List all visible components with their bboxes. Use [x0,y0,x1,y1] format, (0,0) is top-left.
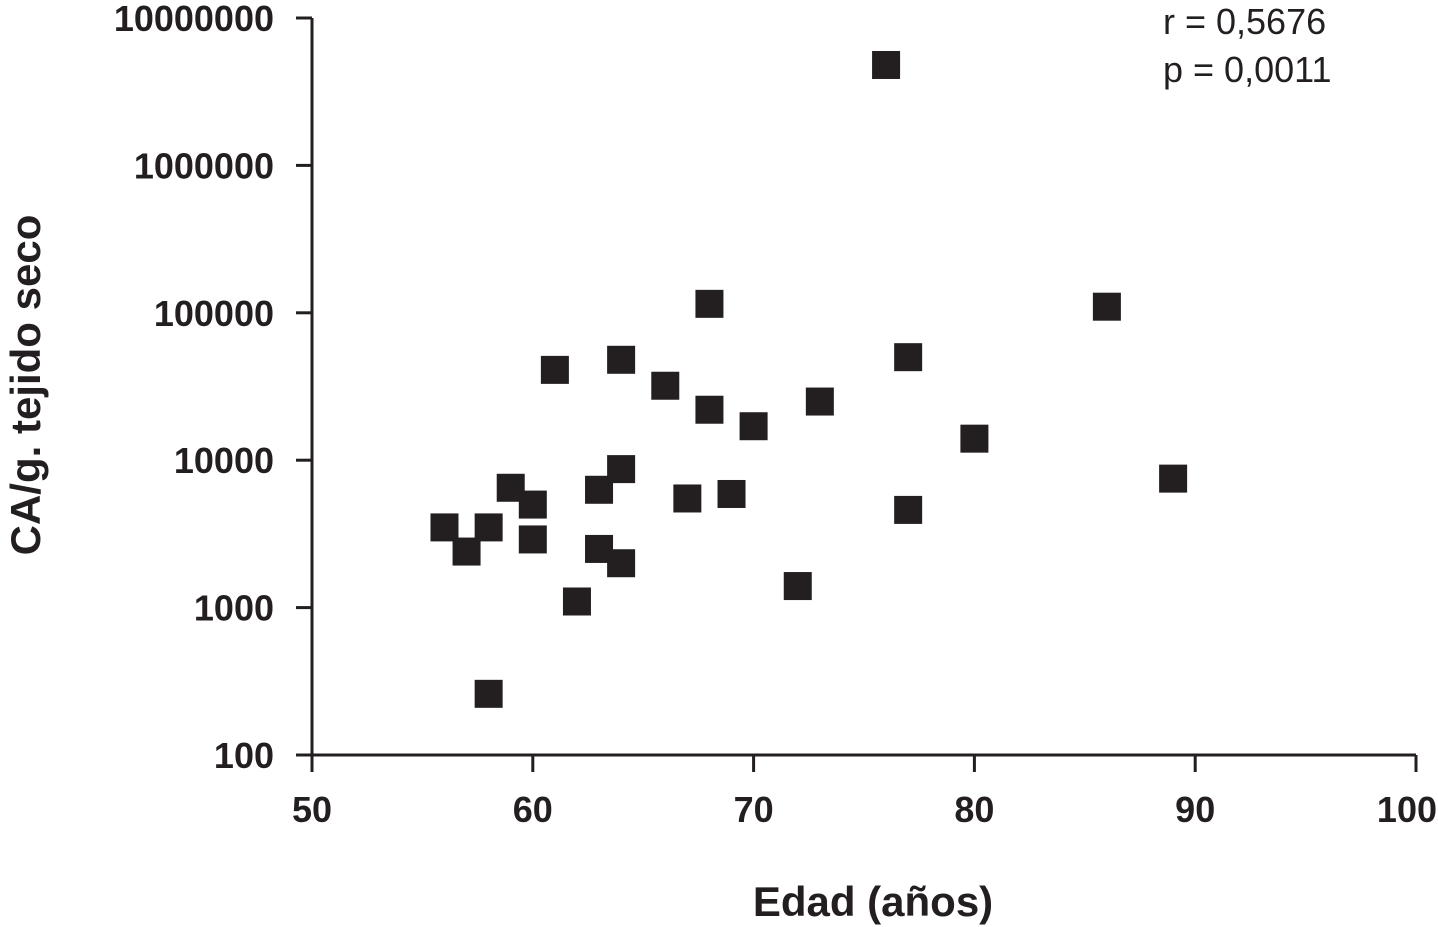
y-tick-label: 1000000 [134,145,274,186]
x-tick-label: 50 [292,789,332,830]
x-axis-title: Edad (años) [753,878,993,925]
data-point [607,455,636,484]
data-point [872,50,901,79]
data-point [717,479,746,508]
data-point [518,525,547,554]
data-point [673,484,702,513]
data-point [695,289,724,318]
data-point [1092,292,1121,321]
y-tick-label: 1000 [194,588,274,629]
x-tick-label: 70 [734,789,774,830]
data-point [474,679,503,708]
data-point [562,587,591,616]
data-point [651,371,680,400]
x-tick-label: 90 [1175,789,1215,830]
data-point [540,355,569,384]
y-tick-label: 100000 [154,293,274,334]
y-tick-label: 10000000 [114,0,274,39]
x-tick-label: 100 [1377,789,1437,830]
y-tick-label: 100 [214,735,274,776]
data-point [430,513,459,542]
data-point [805,387,834,416]
data-point [607,345,636,374]
x-tick-label: 80 [954,789,994,830]
p-value-annotation: p = 0,0011 [1163,49,1332,90]
data-point [894,495,923,524]
data-point [695,395,724,424]
data-point [452,537,481,566]
data-point [739,412,768,441]
data-point [607,549,636,578]
y-tick-label: 10000 [174,440,274,481]
data-point [960,424,989,453]
data-point [1159,464,1188,493]
data-point [474,513,503,542]
correlation-annotation: r = 0,5676 [1163,1,1326,42]
data-point [518,490,547,519]
y-axis-title: CA/g. tejido seco [2,215,49,556]
data-point [894,343,923,372]
x-tick-label: 60 [513,789,553,830]
data-point [783,572,812,601]
